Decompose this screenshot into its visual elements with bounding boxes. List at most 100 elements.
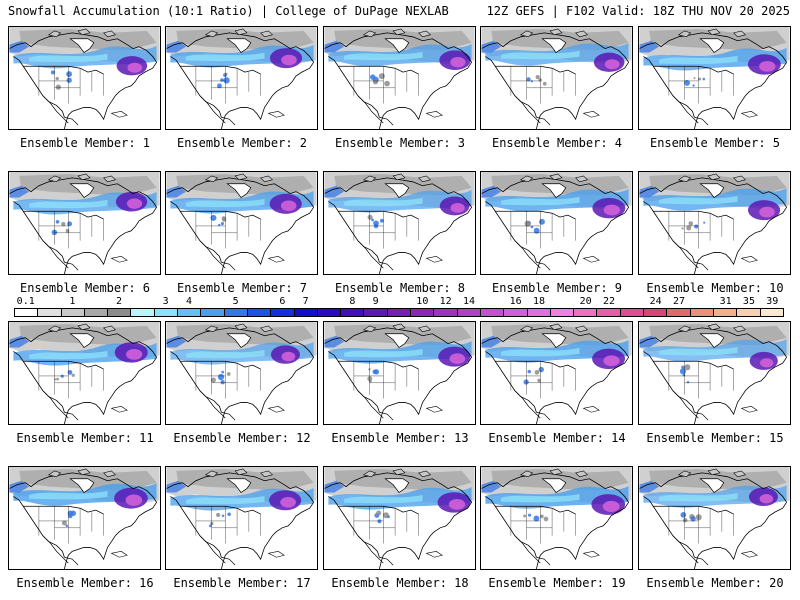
- state-lines: [668, 361, 734, 399]
- west-coast: [170, 496, 222, 558]
- colorbar-swatch: [387, 309, 412, 316]
- ensemble-member-label: Ensemble Member: 8: [334, 281, 466, 295]
- valid-time: 12Z GEFS | F102 Valid: 18Z THU NOV 20 20…: [486, 4, 790, 18]
- colorbar-tick-label: 39: [766, 296, 779, 307]
- pacific-snow: [166, 335, 187, 348]
- snowfall-map: [639, 172, 790, 274]
- hudson-bay: [69, 183, 95, 198]
- rockies-snow: [369, 74, 376, 80]
- rockies-snow: [690, 516, 696, 522]
- rockies-snow: [698, 77, 702, 81]
- ensemble-member-label: Ensemble Member: 9: [491, 281, 623, 295]
- colorbar-tick-label: 10: [416, 296, 429, 307]
- ensemble-member-map: [480, 26, 633, 130]
- ensemble-member-label: Ensemble Member: 6: [19, 281, 151, 295]
- cuba: [740, 551, 758, 558]
- snow-band-edge: [186, 495, 265, 505]
- hudson-bay: [699, 333, 725, 348]
- rockies-snow: [67, 370, 73, 375]
- west-coast: [328, 201, 380, 263]
- us-canada-border: [495, 505, 576, 515]
- snow-band-edge: [186, 198, 265, 208]
- state-lines: [510, 506, 576, 544]
- rockies-snow: [227, 512, 231, 517]
- rockies-snow: [56, 377, 59, 381]
- max-snow-core: [126, 198, 143, 209]
- snow-band-edge: [659, 346, 738, 356]
- pacific-snow: [481, 185, 502, 198]
- snowfall-map: [166, 172, 317, 274]
- coastline: [324, 177, 473, 274]
- rockies-snow: [50, 70, 55, 75]
- ensemble-member-label: Ensemble Member: 20: [646, 576, 784, 590]
- max-snow-core: [759, 206, 775, 218]
- snowfall-map: [324, 172, 475, 274]
- rockies-snow: [66, 71, 73, 78]
- max-snow-core: [760, 358, 774, 368]
- rockies-snow: [539, 218, 545, 225]
- rockies-snow: [51, 229, 58, 236]
- coastline: [166, 32, 315, 129]
- ensemble-member-map: [480, 171, 633, 275]
- state-lines: [195, 211, 261, 249]
- colorbar-tick-label: 1: [69, 296, 76, 307]
- snowfall-map: [9, 322, 160, 424]
- west-coast: [643, 56, 695, 118]
- west-coast: [170, 351, 222, 413]
- ensemble-member-map: [638, 26, 791, 130]
- ensemble-member-label: Ensemble Member: 19: [488, 576, 626, 590]
- state-lines: [38, 506, 104, 544]
- coastline: [324, 327, 473, 424]
- colorbar-swatch: [690, 309, 714, 316]
- colorbar-tick-label: 14: [462, 296, 476, 307]
- snow-band-edge: [659, 493, 738, 502]
- arctic-islands: [47, 323, 116, 333]
- hudson-bay: [69, 38, 95, 53]
- rockies-snow: [524, 220, 531, 227]
- colorbar-swatch: [480, 309, 505, 316]
- colorbar-tick-label: 24: [649, 296, 662, 307]
- rockies-snow: [387, 515, 390, 519]
- rockies-snow: [218, 223, 221, 227]
- rockies-snow: [367, 214, 373, 220]
- pacific-snow: [324, 480, 345, 493]
- ensemble-member-map: [165, 171, 318, 275]
- cuba: [267, 256, 285, 263]
- snowfall-map: [324, 467, 475, 569]
- mexico-coast: [672, 535, 709, 566]
- rockies-snow: [66, 77, 72, 83]
- colorbar-swatch: [504, 309, 528, 316]
- rockies-snow: [224, 72, 228, 76]
- state-lines: [38, 361, 104, 399]
- cuba: [267, 111, 285, 118]
- rockies-snow: [220, 222, 224, 226]
- coastline: [9, 177, 158, 274]
- colorbar-swatch: [271, 309, 295, 316]
- max-snow-core: [602, 500, 620, 513]
- rockies-snow: [692, 84, 695, 87]
- coastline: [9, 32, 158, 129]
- ensemble-member-label: Ensemble Member: 2: [176, 136, 308, 150]
- us-canada-border: [180, 210, 261, 220]
- west-coast: [485, 56, 537, 118]
- coastline: [639, 327, 788, 424]
- rockies-snow: [67, 510, 74, 517]
- arctic-islands: [677, 323, 746, 333]
- state-lines: [510, 66, 576, 104]
- snowfall-map: [166, 322, 317, 424]
- colorbar-swatch: [201, 309, 225, 316]
- rockies-snow: [220, 78, 224, 82]
- ensemble-member-map: [323, 321, 476, 425]
- state-lines: [353, 66, 419, 104]
- colorbar-swatch: [737, 309, 761, 316]
- ensemble-member-label: Ensemble Member: 5: [649, 136, 781, 150]
- pacific-snow: [9, 185, 30, 198]
- rockies-snow: [538, 78, 542, 82]
- us-canada-border: [23, 65, 104, 75]
- ensemble-member-label: Ensemble Member: 3: [334, 136, 466, 150]
- rockies-snow: [533, 515, 540, 522]
- mexico-coast: [672, 390, 709, 421]
- mexico-coast: [514, 240, 551, 271]
- snow-band-edge: [659, 195, 738, 205]
- us-canada-border: [338, 360, 419, 370]
